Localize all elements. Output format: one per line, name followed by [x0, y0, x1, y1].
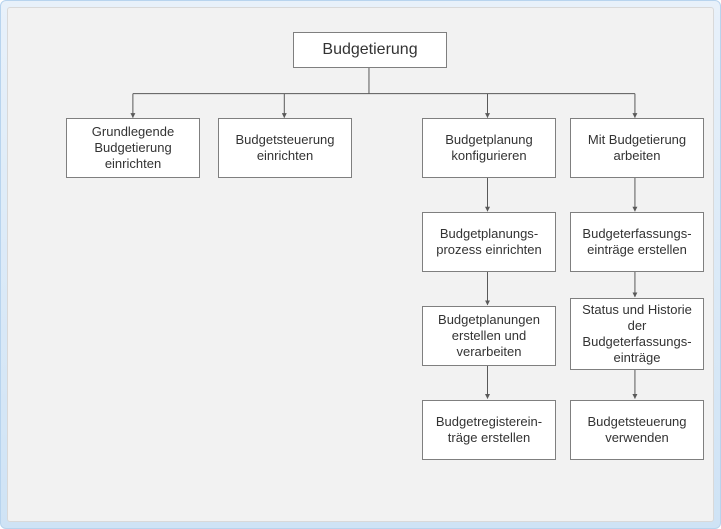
node-c4c: Budgetsteuerung verwenden: [570, 400, 704, 460]
node-c2: Budgetsteuerung einrichten: [218, 118, 352, 178]
node-c4a: Budgeterfassungs­einträge erstellen: [570, 212, 704, 272]
node-c3a: Budgetplanungs­prozess einrichten: [422, 212, 556, 272]
node-c3b: Budgetplanungen erstellen und verarbeite…: [422, 306, 556, 366]
node-c4: Mit Budgetierung arbeiten: [570, 118, 704, 178]
diagram-canvas: Budgetierung Grundlegende Budgetierung ei…: [7, 7, 714, 522]
node-root: Budgetierung: [293, 32, 447, 68]
node-c3: Budgetplanung konfigurieren: [422, 118, 556, 178]
node-c1: Grundlegende Budgetierung einrichten: [66, 118, 200, 178]
node-c4b: Status und Historie der Budgeterfassungs…: [570, 298, 704, 370]
outer-frame: Budgetierung Grundlegende Budgetierung ei…: [0, 0, 721, 529]
node-c3c: Budgetregisterein­träge erstellen: [422, 400, 556, 460]
